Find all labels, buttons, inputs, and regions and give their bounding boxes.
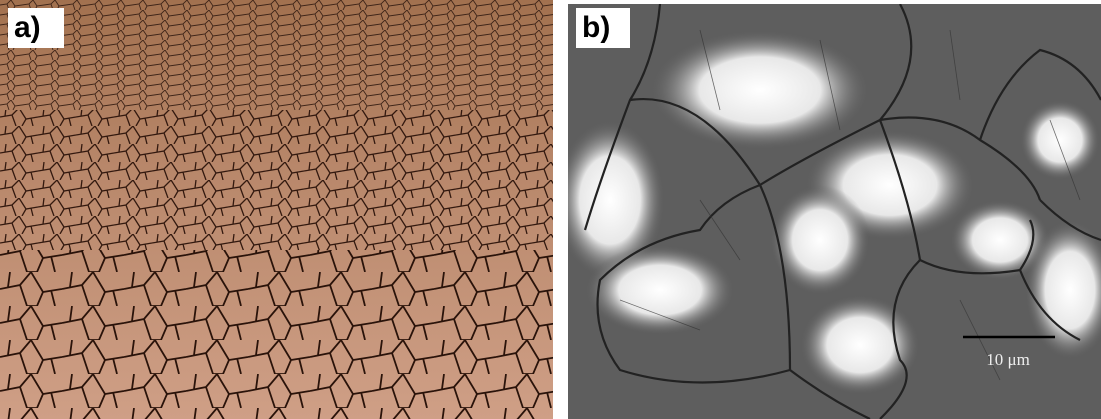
panel-label: a) xyxy=(14,11,41,44)
grain xyxy=(800,295,920,395)
grain xyxy=(650,30,870,150)
grain xyxy=(1020,100,1100,180)
scale-bar-label: 10 μm xyxy=(986,350,1030,369)
cracks xyxy=(0,250,553,419)
figure: a) 10 μm b) xyxy=(0,0,1101,419)
grain xyxy=(585,245,735,335)
cracks xyxy=(0,110,553,250)
panel-label: b) xyxy=(582,11,610,44)
panel-a: a) xyxy=(0,0,553,419)
panel-b: 10 μm b) xyxy=(555,4,1101,419)
cracks xyxy=(0,0,553,110)
